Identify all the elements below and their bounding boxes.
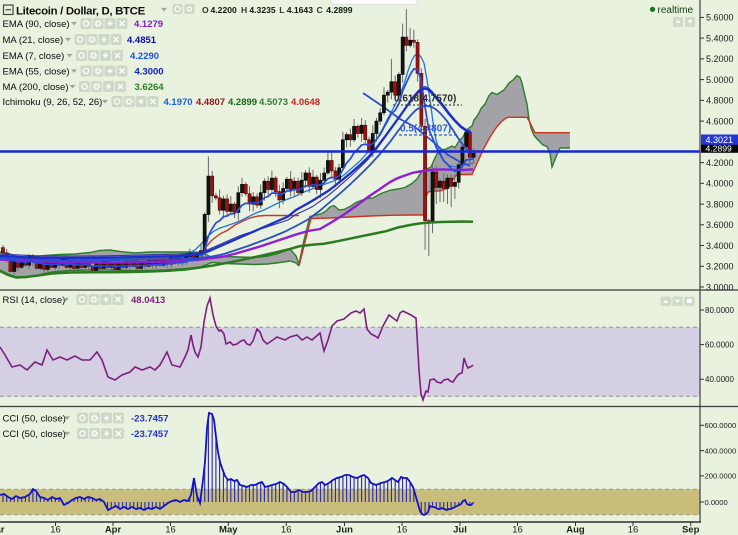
svg-text:0.5(4.4807): 0.5(4.4807) [400,124,451,135]
svg-text:3.8000: 3.8000 [706,199,734,209]
svg-text:5.2000: 5.2000 [706,54,734,64]
svg-text:4.4807: 4.4807 [196,97,225,108]
svg-text:16: 16 [165,525,176,535]
svg-text:16: 16 [50,525,61,535]
svg-text:4.2200: 4.2200 [211,5,238,15]
svg-text:400.0000: 400.0000 [705,446,737,455]
svg-text:Mar: Mar [0,525,5,535]
svg-text:4.3000: 4.3000 [135,66,164,77]
svg-text:realtime: realtime [658,5,694,16]
svg-text:EMA (90, close): EMA (90, close) [3,19,70,30]
svg-text:4.2290: 4.2290 [130,51,159,62]
svg-text:80.0000: 80.0000 [705,306,734,315]
svg-text:EMA (7, close): EMA (7, close) [3,51,65,62]
svg-text:4.3235: 4.3235 [249,5,276,15]
svg-text:48.0413: 48.0413 [131,295,165,306]
svg-text:4.3021: 4.3021 [706,135,734,145]
svg-text:4.2000: 4.2000 [706,158,734,168]
svg-text:4.4851: 4.4851 [127,35,157,46]
svg-text:200.0000: 200.0000 [705,472,737,481]
svg-text:4.8000: 4.8000 [706,96,734,106]
svg-text:Apr: Apr [105,525,122,535]
svg-text:4.1643: 4.1643 [287,5,314,15]
svg-text:4.1970: 4.1970 [164,97,193,108]
svg-text:-23.7457: -23.7457 [131,413,169,424]
svg-text:-23.7457: -23.7457 [131,429,169,440]
svg-text:Ichimoku (9, 26, 52, 26): Ichimoku (9, 26, 52, 26) [3,97,103,108]
svg-text:4.0648: 4.0648 [291,97,320,108]
svg-text:4.2899: 4.2899 [326,5,353,15]
svg-text:RSI (14, close): RSI (14, close) [3,295,66,306]
svg-text:3.0000: 3.0000 [706,282,734,292]
svg-text:3.6264: 3.6264 [135,82,165,93]
svg-text:0.0000: 0.0000 [705,498,728,507]
svg-text:3.2000: 3.2000 [706,262,734,272]
svg-text:4.1279: 4.1279 [134,19,163,30]
svg-text:CCI (50, close): CCI (50, close) [3,413,66,424]
svg-text:Litecoin / Dollar, D, BTCE: Litecoin / Dollar, D, BTCE [16,6,146,18]
svg-text:3.4000: 3.4000 [706,241,734,251]
svg-text:H: H [241,5,247,15]
svg-text:CCI (50, close): CCI (50, close) [3,429,66,440]
svg-text:5.4000: 5.4000 [706,33,734,43]
svg-text:Jul: Jul [453,525,467,535]
svg-text:40.0000: 40.0000 [705,375,734,384]
svg-text:Sep: Sep [682,525,700,535]
svg-text:16: 16 [397,525,408,535]
svg-text:4.2899: 4.2899 [706,144,733,154]
svg-text:O: O [202,5,209,15]
svg-text:16: 16 [628,525,639,535]
svg-text:5.6000: 5.6000 [706,13,734,23]
svg-text:MA (21, close): MA (21, close) [3,35,64,46]
svg-text:L: L [279,5,284,15]
svg-text:60.0000: 60.0000 [705,341,734,350]
svg-text:4.2899: 4.2899 [228,97,257,108]
svg-text:5.0000: 5.0000 [706,75,734,85]
svg-text:16: 16 [512,525,523,535]
svg-text:600.0000: 600.0000 [705,421,737,430]
svg-text:4.5073: 4.5073 [259,97,288,108]
svg-text:0.618(4.7570): 0.618(4.7570) [394,94,456,105]
svg-text:EMA (55, close): EMA (55, close) [3,66,70,77]
svg-text:C: C [317,5,323,15]
svg-text:4.6000: 4.6000 [706,116,734,126]
svg-text:4.0000: 4.0000 [706,179,734,189]
svg-text:Aug: Aug [566,525,585,535]
svg-text:3.6000: 3.6000 [706,220,734,230]
svg-text:16: 16 [281,525,292,535]
svg-text:Jun: Jun [336,525,353,535]
svg-text:May: May [219,525,238,535]
svg-text:MA (200, close): MA (200, close) [3,82,69,93]
